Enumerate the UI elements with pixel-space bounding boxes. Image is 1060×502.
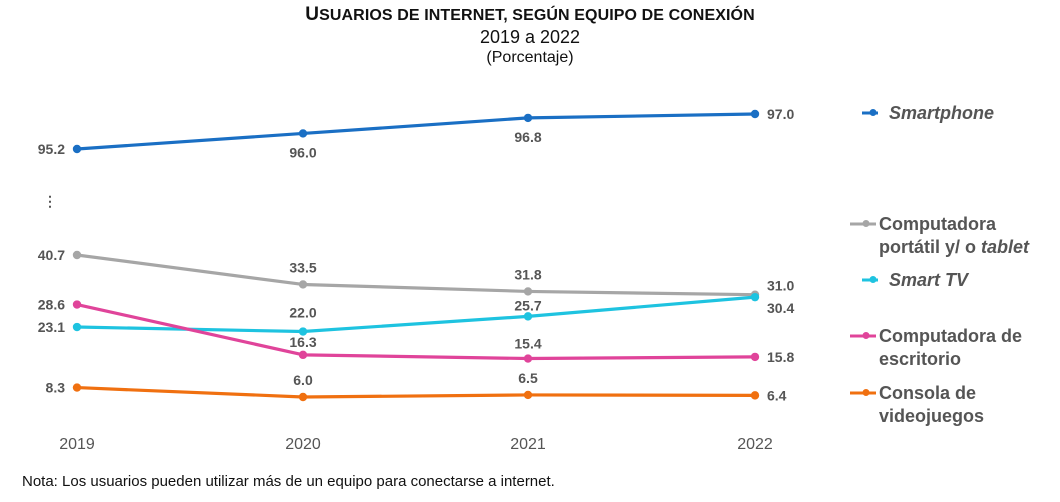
legend-label-computadora-de-escritorio-line2: escritorio <box>879 349 961 369</box>
data-label-consola-de-videojuegos-2021: 6.5 <box>518 370 538 386</box>
title-initial: U <box>305 4 320 25</box>
data-point-smart-tv-2019 <box>72 322 82 332</box>
chart-title: USUARIOS DE INTERNET, SEGÚN EQUIPO DE CO… <box>0 4 1060 26</box>
data-point-computadora-portatil-y-o-tablet-2019 <box>72 250 82 260</box>
chart-subtitle: 2019 a 2022 <box>479 27 581 47</box>
series-line-computadora-de-escritorio <box>76 302 756 361</box>
legend-label-computadora-portatil-y-o-tablet-line2: portátil y/ o tablet <box>879 237 1030 257</box>
data-point-computadora-de-escritorio-2019 <box>72 300 82 309</box>
data-label-computadora-portatil-y-o-tablet-2019: 40.7 <box>38 247 65 263</box>
x-tick-2022: 2022 <box>737 436 773 453</box>
data-point-consola-de-videojuegos-2020 <box>298 392 308 402</box>
legend-marker-consola-de-videojuegos <box>862 389 870 396</box>
x-tick-2019: 2019 <box>59 436 95 453</box>
data-label-computadora-portatil-y-o-tablet-2021: 31.8 <box>514 266 541 282</box>
data-point-computadora-portatil-y-o-tablet-2020 <box>298 280 308 289</box>
legend-label-smart-tv: Smart TV <box>889 270 970 290</box>
data-point-smart-tv-2020 <box>298 327 308 336</box>
legend-text-part: escritorio <box>879 349 961 369</box>
data-point-consola-de-videojuegos-2021 <box>523 390 533 400</box>
legend-label-consola-de-videojuegos-line1: Consola de <box>879 383 976 403</box>
x-tick-2020: 2020 <box>285 436 321 453</box>
series-line-computadora-portatil-y-o-tablet <box>76 253 756 297</box>
data-point-computadora-de-escritorio-2020 <box>298 350 308 360</box>
x-tick-2021: 2021 <box>510 436 546 453</box>
chart-title-block: USUARIOS DE INTERNET, SEGÚN EQUIPO DE CO… <box>0 4 1060 67</box>
legend-text-part: Consola de <box>879 383 976 403</box>
legend-marker-computadora-portatil-y-o-tablet <box>862 220 870 227</box>
data-point-smart-tv-2022 <box>750 292 760 302</box>
data-point-computadora-de-escritorio-2022 <box>750 352 760 362</box>
data-point-smartphone-2019 <box>72 144 82 154</box>
legend-text-part: Smart TV <box>889 270 970 290</box>
data-label-smartphone-2022: 97.0 <box>767 106 794 122</box>
data-label-computadora-portatil-y-o-tablet-2022: 31.0 <box>767 278 794 294</box>
data-label-computadora-de-escritorio-2019: 28.6 <box>38 297 65 313</box>
data-point-consola-de-videojuegos-2022 <box>750 391 760 400</box>
data-label-smart-tv-2020: 22.0 <box>289 305 316 321</box>
data-label-smartphone-2021: 96.8 <box>514 129 541 145</box>
data-label-consola-de-videojuegos-2020: 6.0 <box>293 372 313 388</box>
data-label-smart-tv-2022: 30.4 <box>767 300 794 316</box>
legend-text-part: portátil y/ o <box>879 237 981 257</box>
data-label-smart-tv-2021: 25.7 <box>514 297 541 313</box>
data-point-smartphone-2022 <box>750 109 760 119</box>
legend-label-computadora-portatil-y-o-tablet-line1: Computadora <box>879 214 997 234</box>
data-point-smartphone-2021 <box>523 113 533 123</box>
legend-label-smartphone: Smartphone <box>889 103 994 123</box>
data-point-smart-tv-2021 <box>523 312 533 321</box>
data-point-consola-de-videojuegos-2019 <box>72 383 82 392</box>
data-label-smartphone-2019: 95.2 <box>38 141 65 157</box>
data-point-computadora-de-escritorio-2021 <box>523 354 533 363</box>
data-label-computadora-de-escritorio-2021: 15.4 <box>514 336 541 352</box>
legend-text-part: Smartphone <box>889 103 994 123</box>
data-label-computadora-portatil-y-o-tablet-2020: 33.5 <box>289 259 316 275</box>
chart-unit: (Porcentaje) <box>486 49 574 66</box>
data-label-computadora-de-escritorio-2020: 16.3 <box>289 334 316 350</box>
series-line-smartphone <box>76 112 756 151</box>
data-point-smartphone-2020 <box>298 129 308 138</box>
data-label-consola-de-videojuegos-2022: 6.4 <box>767 387 787 403</box>
legend-marker-smart-tv <box>869 276 877 283</box>
title-rest: SUARIOS DE INTERNET, SEGÚN EQUIPO DE CON… <box>319 7 755 24</box>
data-label-computadora-de-escritorio-2022: 15.8 <box>767 349 794 365</box>
axis-break-icon: ⋮ <box>43 193 57 209</box>
legend-text-part: Computadora de <box>879 326 1022 346</box>
legend-label-computadora-de-escritorio-line1: Computadora de <box>879 326 1022 346</box>
legend-marker-smartphone <box>869 109 877 116</box>
legend-text-part: tablet <box>981 237 1030 257</box>
legend-text-part: Computadora <box>879 214 997 234</box>
data-point-computadora-portatil-y-o-tablet-2021 <box>523 287 533 296</box>
legend-marker-computadora-de-escritorio <box>862 332 870 339</box>
data-label-consola-de-videojuegos-2019: 8.3 <box>46 380 66 396</box>
data-label-smartphone-2020: 96.0 <box>289 144 316 160</box>
data-label-smart-tv-2019: 23.1 <box>38 319 65 335</box>
legend-text-part: videojuegos <box>879 406 984 426</box>
footnote: Nota: Los usuarios pueden utilizar más d… <box>22 473 555 490</box>
legend-label-consola-de-videojuegos-line2: videojuegos <box>879 406 984 426</box>
series-line-consola-de-videojuegos <box>76 385 756 399</box>
